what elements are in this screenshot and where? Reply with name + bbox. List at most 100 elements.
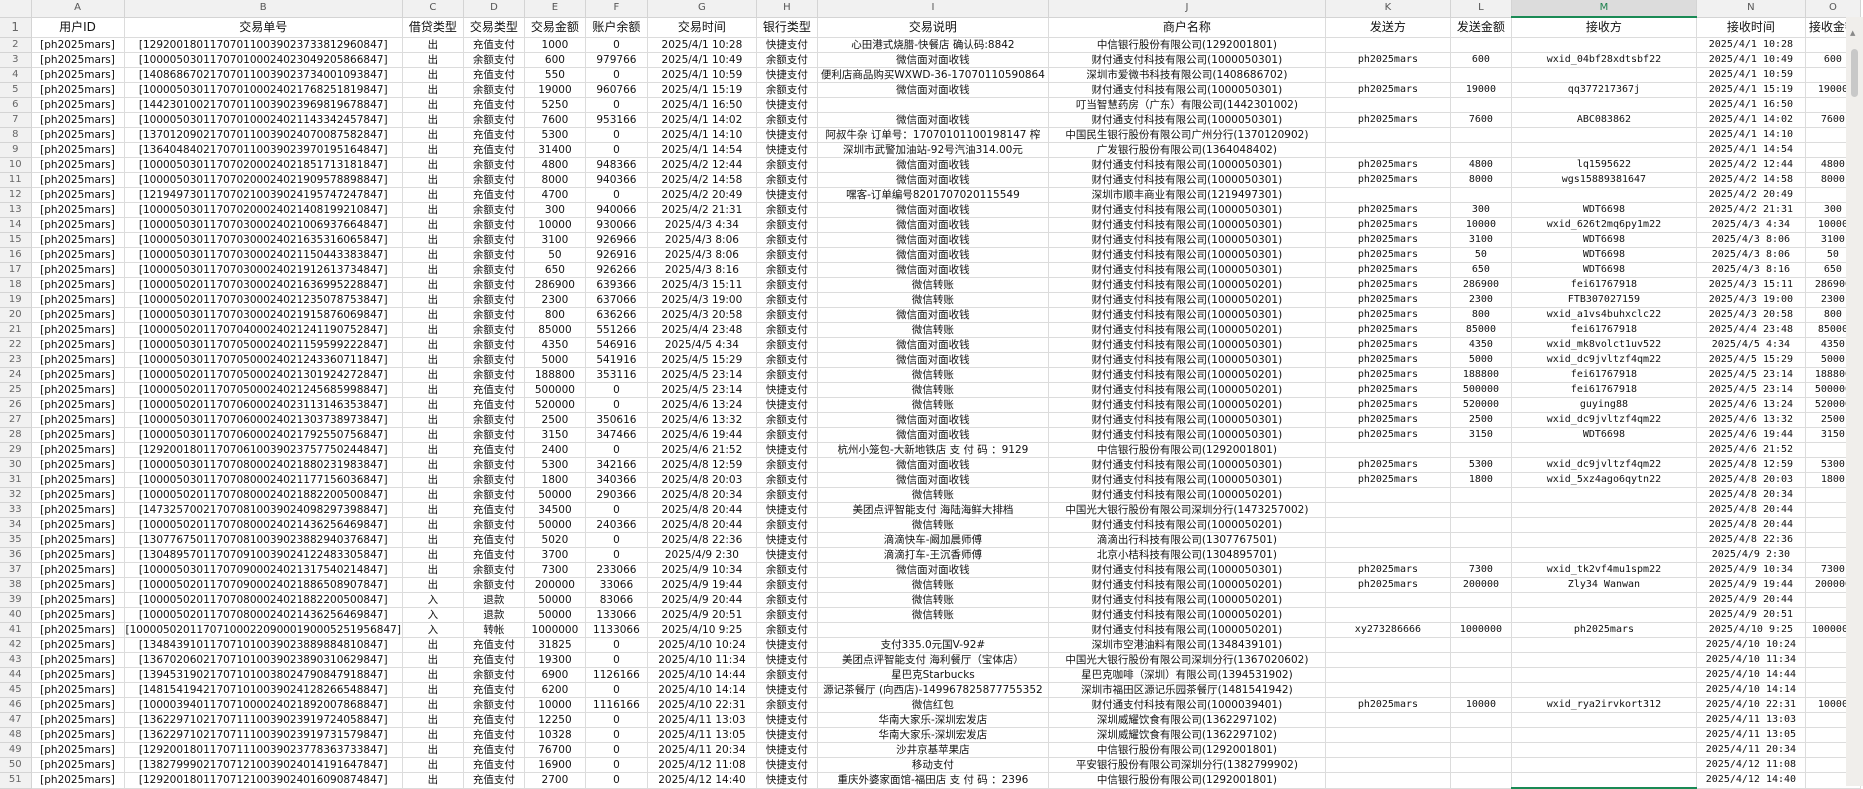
cell-G6[interactable]: 2025/4/1 16:50 (647, 97, 757, 113)
cell-B35[interactable]: [130776750117070810039023882940376847] (124, 532, 403, 548)
cell-I40[interactable]: 微信转账 (817, 607, 1049, 623)
row-number[interactable]: 49 (0, 742, 32, 758)
cell-F45[interactable]: 0 (585, 682, 648, 698)
cell-N7[interactable]: 2025/4/1 14:02 (1696, 112, 1806, 128)
cell-F12[interactable]: 0 (585, 187, 648, 203)
cell-L40[interactable] (1450, 607, 1512, 623)
cell-G40[interactable]: 2025/4/9 20:51 (647, 607, 757, 623)
cell-J43[interactable]: 中国光大银行股份有限公司深圳分行(1367020602) (1048, 652, 1326, 668)
cell-G38[interactable]: 2025/4/9 19:44 (647, 577, 757, 593)
cell-G19[interactable]: 2025/4/3 19:00 (647, 292, 757, 308)
row-number[interactable]: 37 (0, 562, 32, 578)
cell-D47[interactable]: 充值支付 (463, 712, 525, 728)
cell-C45[interactable]: 出 (402, 682, 464, 698)
cell-I47[interactable]: 华南大家乐-深圳宏发店 (817, 712, 1049, 728)
cell-J13[interactable]: 财付通支付科技有限公司(1000050301) (1048, 202, 1326, 218)
cell-B22[interactable]: [100005030117070500024021159599222847] (124, 337, 403, 353)
cell-I23[interactable]: 微信面对面收钱 (817, 352, 1049, 368)
cell-L9[interactable] (1450, 142, 1512, 158)
row-number[interactable]: 40 (0, 607, 32, 623)
cell-B39[interactable]: [100005020117070800024021882200500847] (124, 592, 403, 608)
cell-D28[interactable]: 余额支付 (463, 427, 525, 443)
cell-J25[interactable]: 财付通支付科技有限公司(1000050201) (1048, 382, 1326, 398)
cell-E44[interactable]: 6900 (524, 667, 586, 683)
cell-N3[interactable]: 2025/4/1 10:49 (1696, 52, 1806, 68)
cell-D50[interactable]: 充值支付 (463, 757, 525, 773)
cell-C24[interactable]: 出 (402, 367, 464, 383)
cell-D15[interactable]: 余额支付 (463, 232, 525, 248)
row-number[interactable]: 45 (0, 682, 32, 698)
cell-I2[interactable]: 心田港式烧腊-快餐店 确认码:8842 (817, 37, 1049, 53)
cell-M20[interactable]: wxid_a1vs4buhxclc22 (1511, 307, 1697, 323)
cell-J23[interactable]: 财付通支付科技有限公司(1000050301) (1048, 352, 1326, 368)
cell-G22[interactable]: 2025/4/5 4:34 (647, 337, 757, 353)
cell-N4[interactable]: 2025/4/1 10:59 (1696, 67, 1806, 83)
cell-A15[interactable]: [ph2025mars] (31, 232, 125, 248)
cell-J20[interactable]: 财付通支付科技有限公司(1000050301) (1048, 307, 1326, 323)
cell-L10[interactable]: 4800 (1450, 157, 1512, 173)
cell-H44[interactable]: 余额支付 (756, 667, 818, 683)
cell-B42[interactable]: [134843910117071010039023889884810847] (124, 637, 403, 653)
cell-K50[interactable] (1325, 757, 1451, 773)
cell-J48[interactable]: 深圳威耀饮食有限公司(1362297102) (1048, 727, 1326, 743)
cell-L5[interactable]: 19000 (1450, 82, 1512, 98)
cell-F36[interactable]: 0 (585, 547, 648, 563)
cell-N2[interactable]: 2025/4/1 10:28 (1696, 37, 1806, 53)
cell-C11[interactable]: 出 (402, 172, 464, 188)
cell-J26[interactable]: 财付通支付科技有限公司(1000050201) (1048, 397, 1326, 413)
cell-G43[interactable]: 2025/4/10 11:34 (647, 652, 757, 668)
cell-M9[interactable] (1511, 142, 1697, 158)
cell-C2[interactable]: 出 (402, 37, 464, 53)
cell-F29[interactable]: 0 (585, 442, 648, 458)
cell-H22[interactable]: 余额支付 (756, 337, 818, 353)
cell-F24[interactable]: 353116 (585, 367, 648, 383)
cell-H46[interactable]: 余额支付 (756, 697, 818, 713)
cell-B5[interactable]: [100005030117070100024021768251819847] (124, 82, 403, 98)
header-cell[interactable]: 交易类型 (463, 17, 525, 38)
cell-G4[interactable]: 2025/4/1 10:59 (647, 67, 757, 83)
cell-H37[interactable]: 余额支付 (756, 562, 818, 578)
cell-N31[interactable]: 2025/4/8 20:03 (1696, 472, 1806, 488)
cell-I46[interactable]: 微信红包 (817, 697, 1049, 713)
cell-K18[interactable]: ph2025mars (1325, 277, 1451, 293)
cell-N16[interactable]: 2025/4/3 8:06 (1696, 247, 1806, 263)
cell-D37[interactable]: 余额支付 (463, 562, 525, 578)
cell-L39[interactable] (1450, 592, 1512, 608)
cell-K13[interactable]: ph2025mars (1325, 202, 1451, 218)
row-number[interactable]: 34 (0, 517, 32, 533)
cell-K38[interactable]: ph2025mars (1325, 577, 1451, 593)
cell-J5[interactable]: 财付通支付科技有限公司(1000050301) (1048, 82, 1326, 98)
row-number[interactable]: 28 (0, 427, 32, 443)
cell-H7[interactable]: 余额支付 (756, 112, 818, 128)
cell-E28[interactable]: 3150 (524, 427, 586, 443)
cell-M27[interactable]: wxid_dc9jvltzf4qm22 (1511, 412, 1697, 428)
cell-L23[interactable]: 5000 (1450, 352, 1512, 368)
cell-C6[interactable]: 出 (402, 97, 464, 113)
cell-N46[interactable]: 2025/4/10 22:31 (1696, 697, 1806, 713)
cell-H18[interactable]: 余额支付 (756, 277, 818, 293)
cell-N34[interactable]: 2025/4/8 20:44 (1696, 517, 1806, 533)
cell-B20[interactable]: [100005030117070300024021915876069847] (124, 307, 403, 323)
cell-G23[interactable]: 2025/4/5 15:29 (647, 352, 757, 368)
cell-N43[interactable]: 2025/4/10 11:34 (1696, 652, 1806, 668)
cell-L20[interactable]: 800 (1450, 307, 1512, 323)
cell-F30[interactable]: 342166 (585, 457, 648, 473)
cell-E14[interactable]: 10000 (524, 217, 586, 233)
cell-M46[interactable]: wxid_rya2irvkort312 (1511, 697, 1697, 713)
cell-L31[interactable]: 1800 (1450, 472, 1512, 488)
cell-I41[interactable] (817, 622, 1049, 638)
cell-J31[interactable]: 财付通支付科技有限公司(1000050301) (1048, 472, 1326, 488)
cell-D32[interactable]: 余额支付 (463, 487, 525, 503)
cell-A32[interactable]: [ph2025mars] (31, 487, 125, 503)
cell-N11[interactable]: 2025/4/2 14:58 (1696, 172, 1806, 188)
cell-I9[interactable]: 深圳市武警加油站-92号汽油314.00元 (817, 142, 1049, 158)
header-cell[interactable]: 接收方 (1511, 17, 1697, 38)
cell-J24[interactable]: 财付通支付科技有限公司(1000050201) (1048, 367, 1326, 383)
cell-C7[interactable]: 出 (402, 112, 464, 128)
cell-A14[interactable]: [ph2025mars] (31, 217, 125, 233)
cell-J18[interactable]: 财付通支付科技有限公司(1000050201) (1048, 277, 1326, 293)
cell-M34[interactable] (1511, 517, 1697, 533)
column-header-C[interactable]: C (402, 0, 464, 18)
cell-B28[interactable]: [100005030117070600024021792550756847] (124, 427, 403, 443)
